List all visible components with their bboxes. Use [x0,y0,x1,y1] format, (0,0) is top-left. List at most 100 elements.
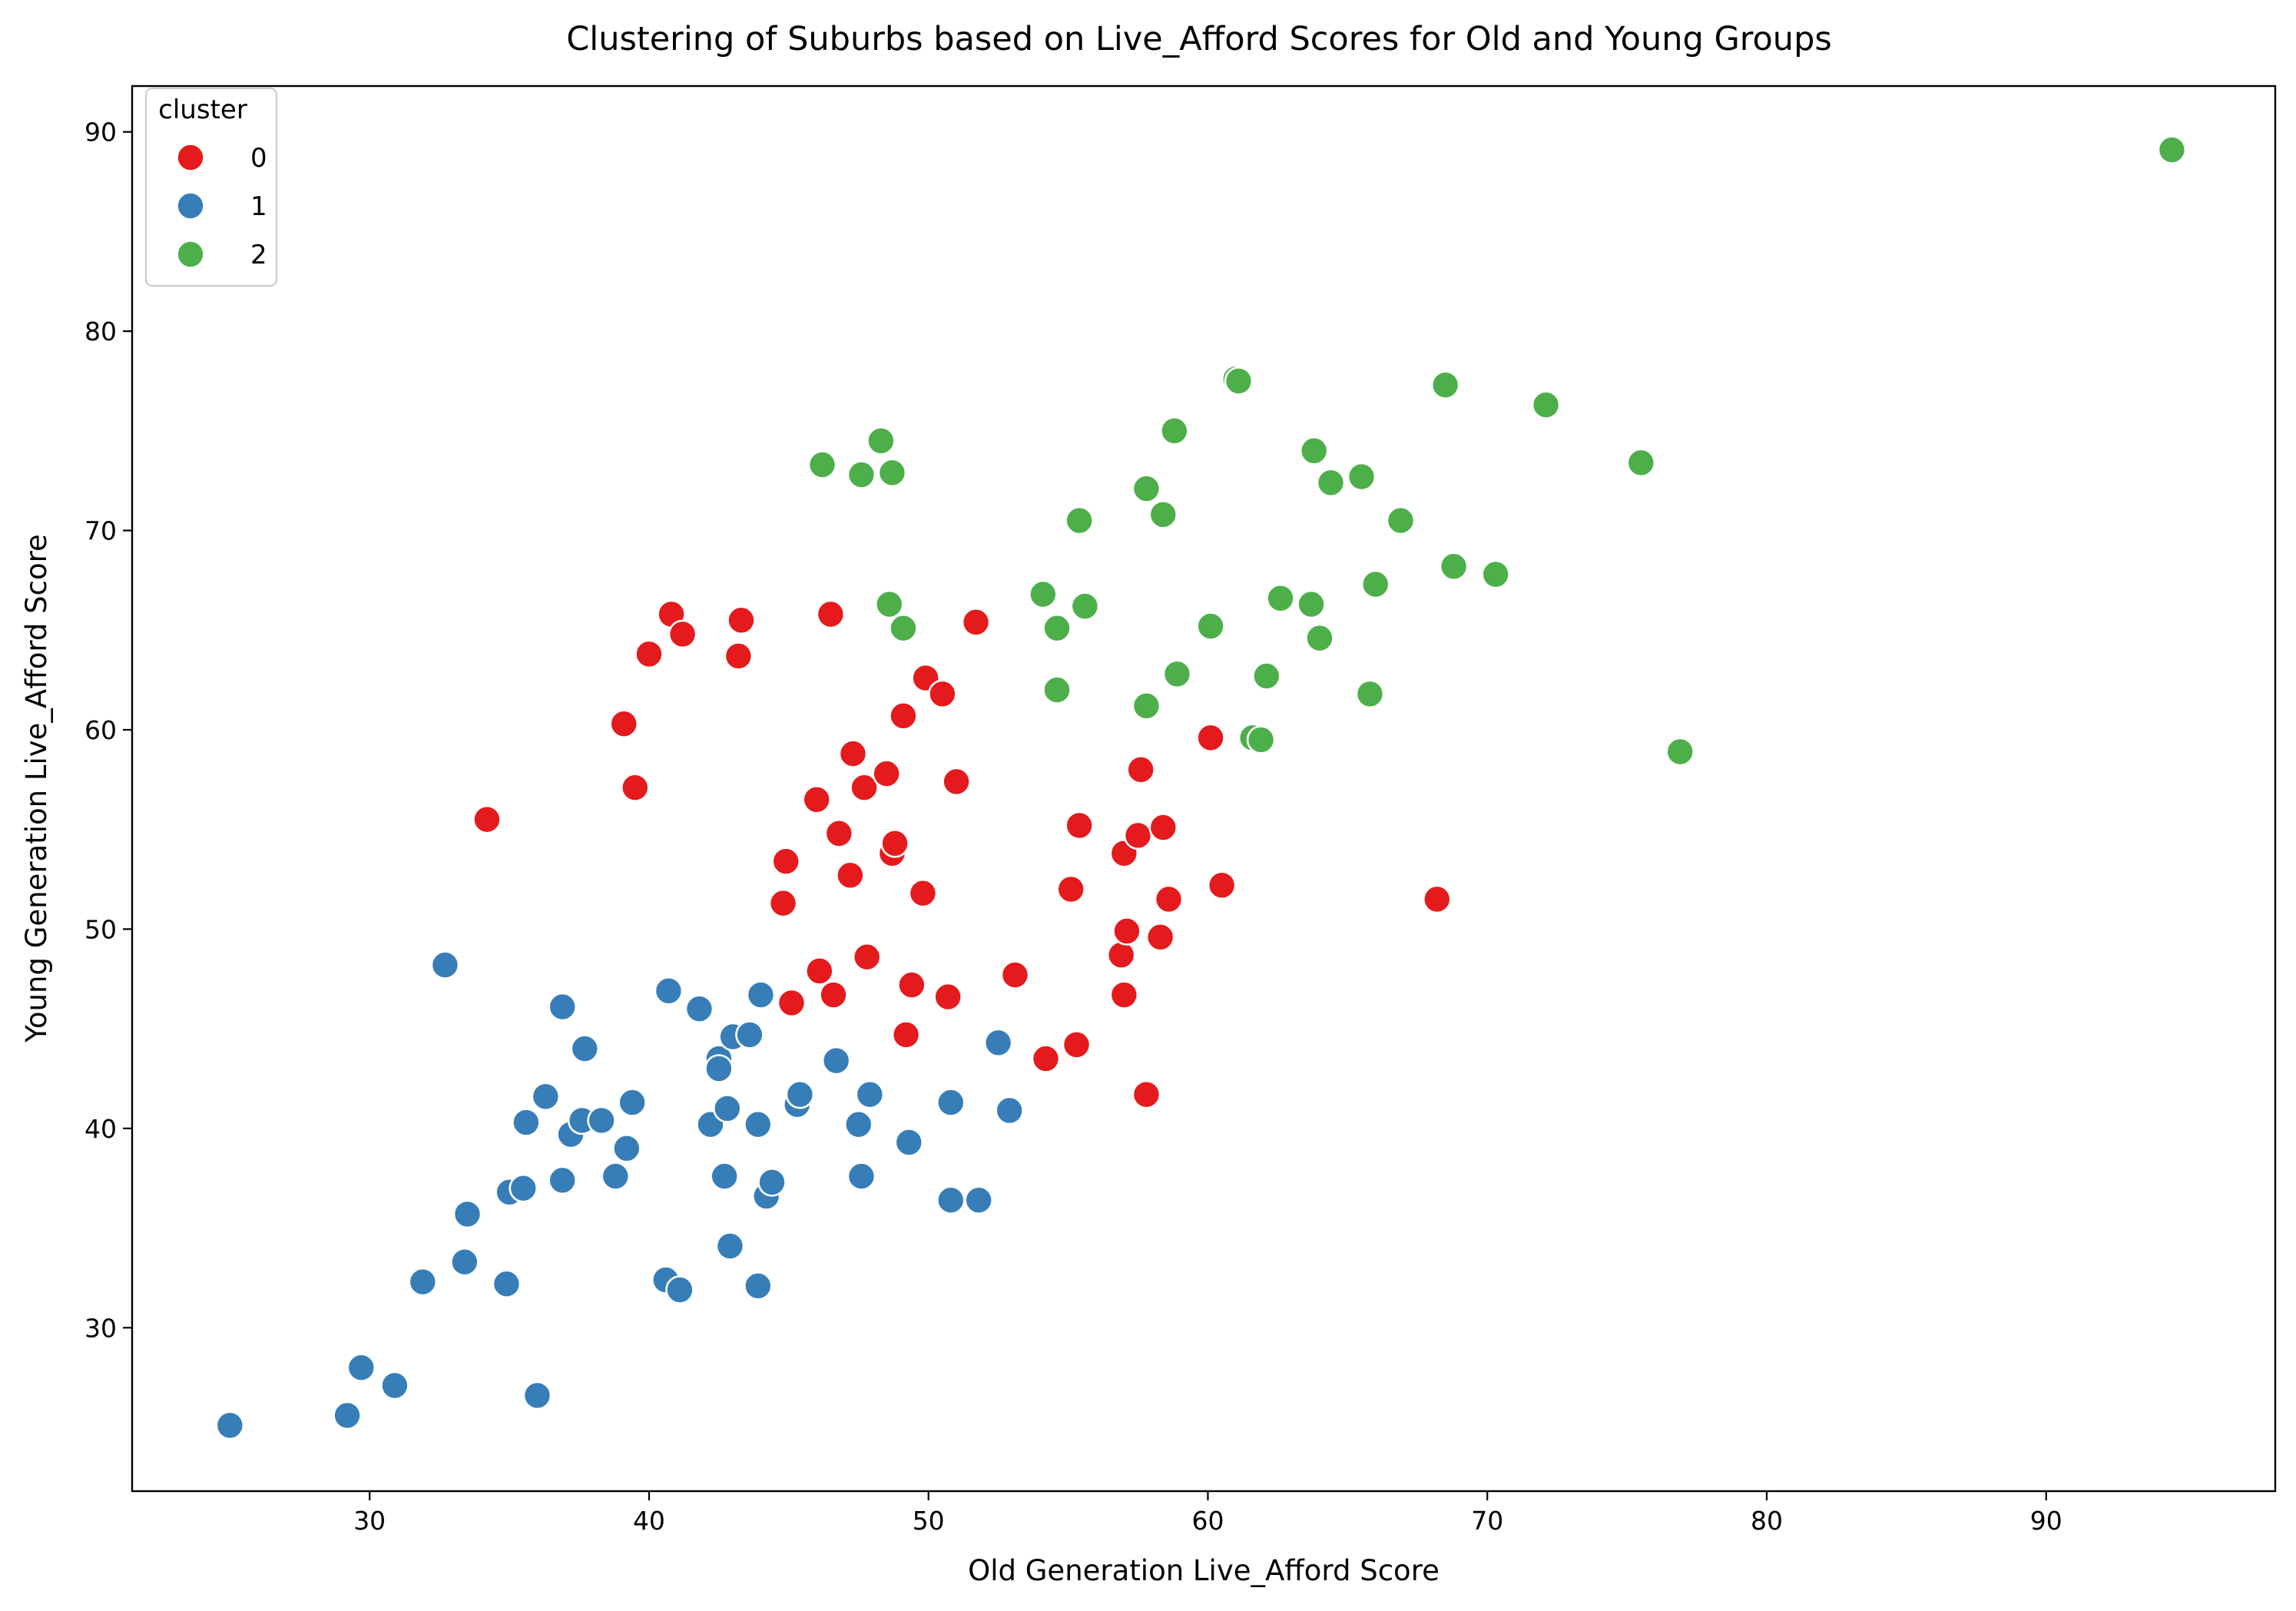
data-point-cluster-1 [744,1109,773,1139]
data-point-cluster-1 [936,1088,966,1117]
data-point-cluster-0 [819,980,848,1009]
data-point-cluster-2 [1160,416,1189,446]
legend-marker-0 [176,143,205,172]
data-point-cluster-1 [983,1028,1013,1058]
legend-label-1: 1 [250,191,267,222]
data-point-cluster-0 [1123,820,1153,850]
data-point-cluster-0 [472,804,502,834]
data-point-cluster-1 [936,1185,966,1215]
data-point-cluster-2 [1131,474,1161,503]
data-point-cluster-2 [1430,370,1460,399]
x-tick-label: 40 [633,1506,665,1536]
data-point-cluster-1 [512,1108,541,1137]
data-point-cluster-1 [380,1371,409,1401]
data-point-cluster-2 [2157,135,2187,164]
data-point-cluster-0 [816,599,846,629]
legend-entries: 0 1 2 [176,143,267,270]
y-tick-label: 60 [84,715,117,745]
data-point-cluster-1 [570,1034,600,1063]
data-point-cluster-2 [1360,569,1390,599]
data-point-cluster-2 [1299,436,1329,466]
data-point-cluster-0 [668,619,697,649]
x-axis: 30 40 50 60 70 80 90 [353,1491,2062,1536]
data-point-cluster-0 [777,988,807,1018]
y-tick-label: 80 [84,317,117,346]
data-point-cluster-0 [908,878,938,908]
x-tick-label: 80 [1751,1506,1783,1536]
data-point-cluster-0 [872,759,901,788]
data-point-cluster-0 [897,970,926,999]
data-point-cluster-0 [838,739,868,768]
data-point-cluster-0 [1148,813,1178,842]
data-point-cluster-1 [894,1128,924,1157]
data-points [215,135,2187,1440]
x-tick-label: 30 [353,1506,386,1536]
data-point-cluster-0 [1109,980,1139,1009]
data-point-cluster-2 [1386,506,1416,535]
data-point-cluster-0 [889,701,918,731]
data-point-cluster-1 [735,1020,764,1049]
data-point-cluster-1 [712,1094,742,1123]
data-point-cluster-0 [802,784,831,814]
data-point-cluster-0 [891,1020,921,1049]
legend-title: cluster [158,94,247,125]
x-tick-label: 70 [1471,1506,1503,1536]
data-point-cluster-2 [889,613,918,643]
data-point-cluster-1 [710,1162,739,1191]
data-point-cluster-1 [492,1269,522,1298]
data-point-cluster-0 [771,847,800,876]
data-point-cluster-0 [850,773,879,803]
data-point-cluster-2 [1246,725,1276,754]
data-point-cluster-1 [821,1046,851,1076]
legend-box [144,87,278,287]
data-point-cluster-2 [1065,506,1094,535]
data-point-cluster-0 [609,709,639,738]
data-point-cluster-1 [601,1162,631,1191]
data-point-cluster-0 [880,829,909,858]
data-point-cluster-1 [618,1088,647,1117]
data-point-cluster-0 [1106,940,1136,970]
data-point-cluster-0 [620,773,650,803]
data-point-cluster-1 [785,1079,815,1109]
data-point-cluster-1 [704,1054,734,1083]
data-point-cluster-2 [1626,448,1656,478]
data-point-cluster-1 [684,994,714,1023]
data-point-cluster-2 [807,450,837,479]
data-point-cluster-2 [1196,612,1225,641]
data-point-cluster-1 [665,1275,694,1304]
data-point-cluster-2 [1665,737,1695,767]
data-point-cluster-1 [408,1267,438,1297]
data-point-cluster-1 [855,1079,885,1109]
data-point-cluster-0 [942,767,971,797]
data-point-cluster-2 [1305,623,1334,653]
data-point-cluster-0 [1126,755,1155,784]
chart-title: Clustering of Suburbs based on Live_Affo… [566,20,1832,58]
data-point-cluster-2 [1029,579,1058,609]
data-point-cluster-0 [724,641,754,671]
y-tick-label: 40 [84,1114,117,1144]
data-point-cluster-2 [1252,661,1281,691]
y-tick-label: 90 [84,118,117,148]
data-point-cluster-1 [995,1096,1024,1125]
legend-marker-1 [176,191,205,220]
plot-area [131,85,2277,1493]
data-point-cluster-0 [824,819,854,848]
x-tick-label: 90 [2030,1506,2062,1536]
data-point-cluster-2 [877,458,907,488]
data-point-cluster-1 [847,1162,876,1191]
data-point-cluster-1 [744,1271,773,1301]
data-point-cluster-0 [1196,723,1225,753]
data-point-cluster-0 [852,942,882,972]
y-axis-label: Young Generation Live_Afford Score [20,534,53,1043]
data-point-cluster-2 [1042,675,1072,704]
x-axis-label: Old Generation Live_Afford Score [968,1554,1440,1587]
data-point-cluster-1 [450,1247,479,1277]
data-point-cluster-2 [866,426,896,456]
data-point-cluster-0 [928,679,957,709]
data-point-cluster-2 [1042,613,1072,643]
data-point-cluster-2 [1162,659,1192,689]
y-tick-label: 30 [84,1313,117,1343]
data-point-cluster-2 [1355,679,1385,709]
data-point-cluster-0 [805,956,834,986]
data-point-cluster-1 [346,1353,376,1382]
